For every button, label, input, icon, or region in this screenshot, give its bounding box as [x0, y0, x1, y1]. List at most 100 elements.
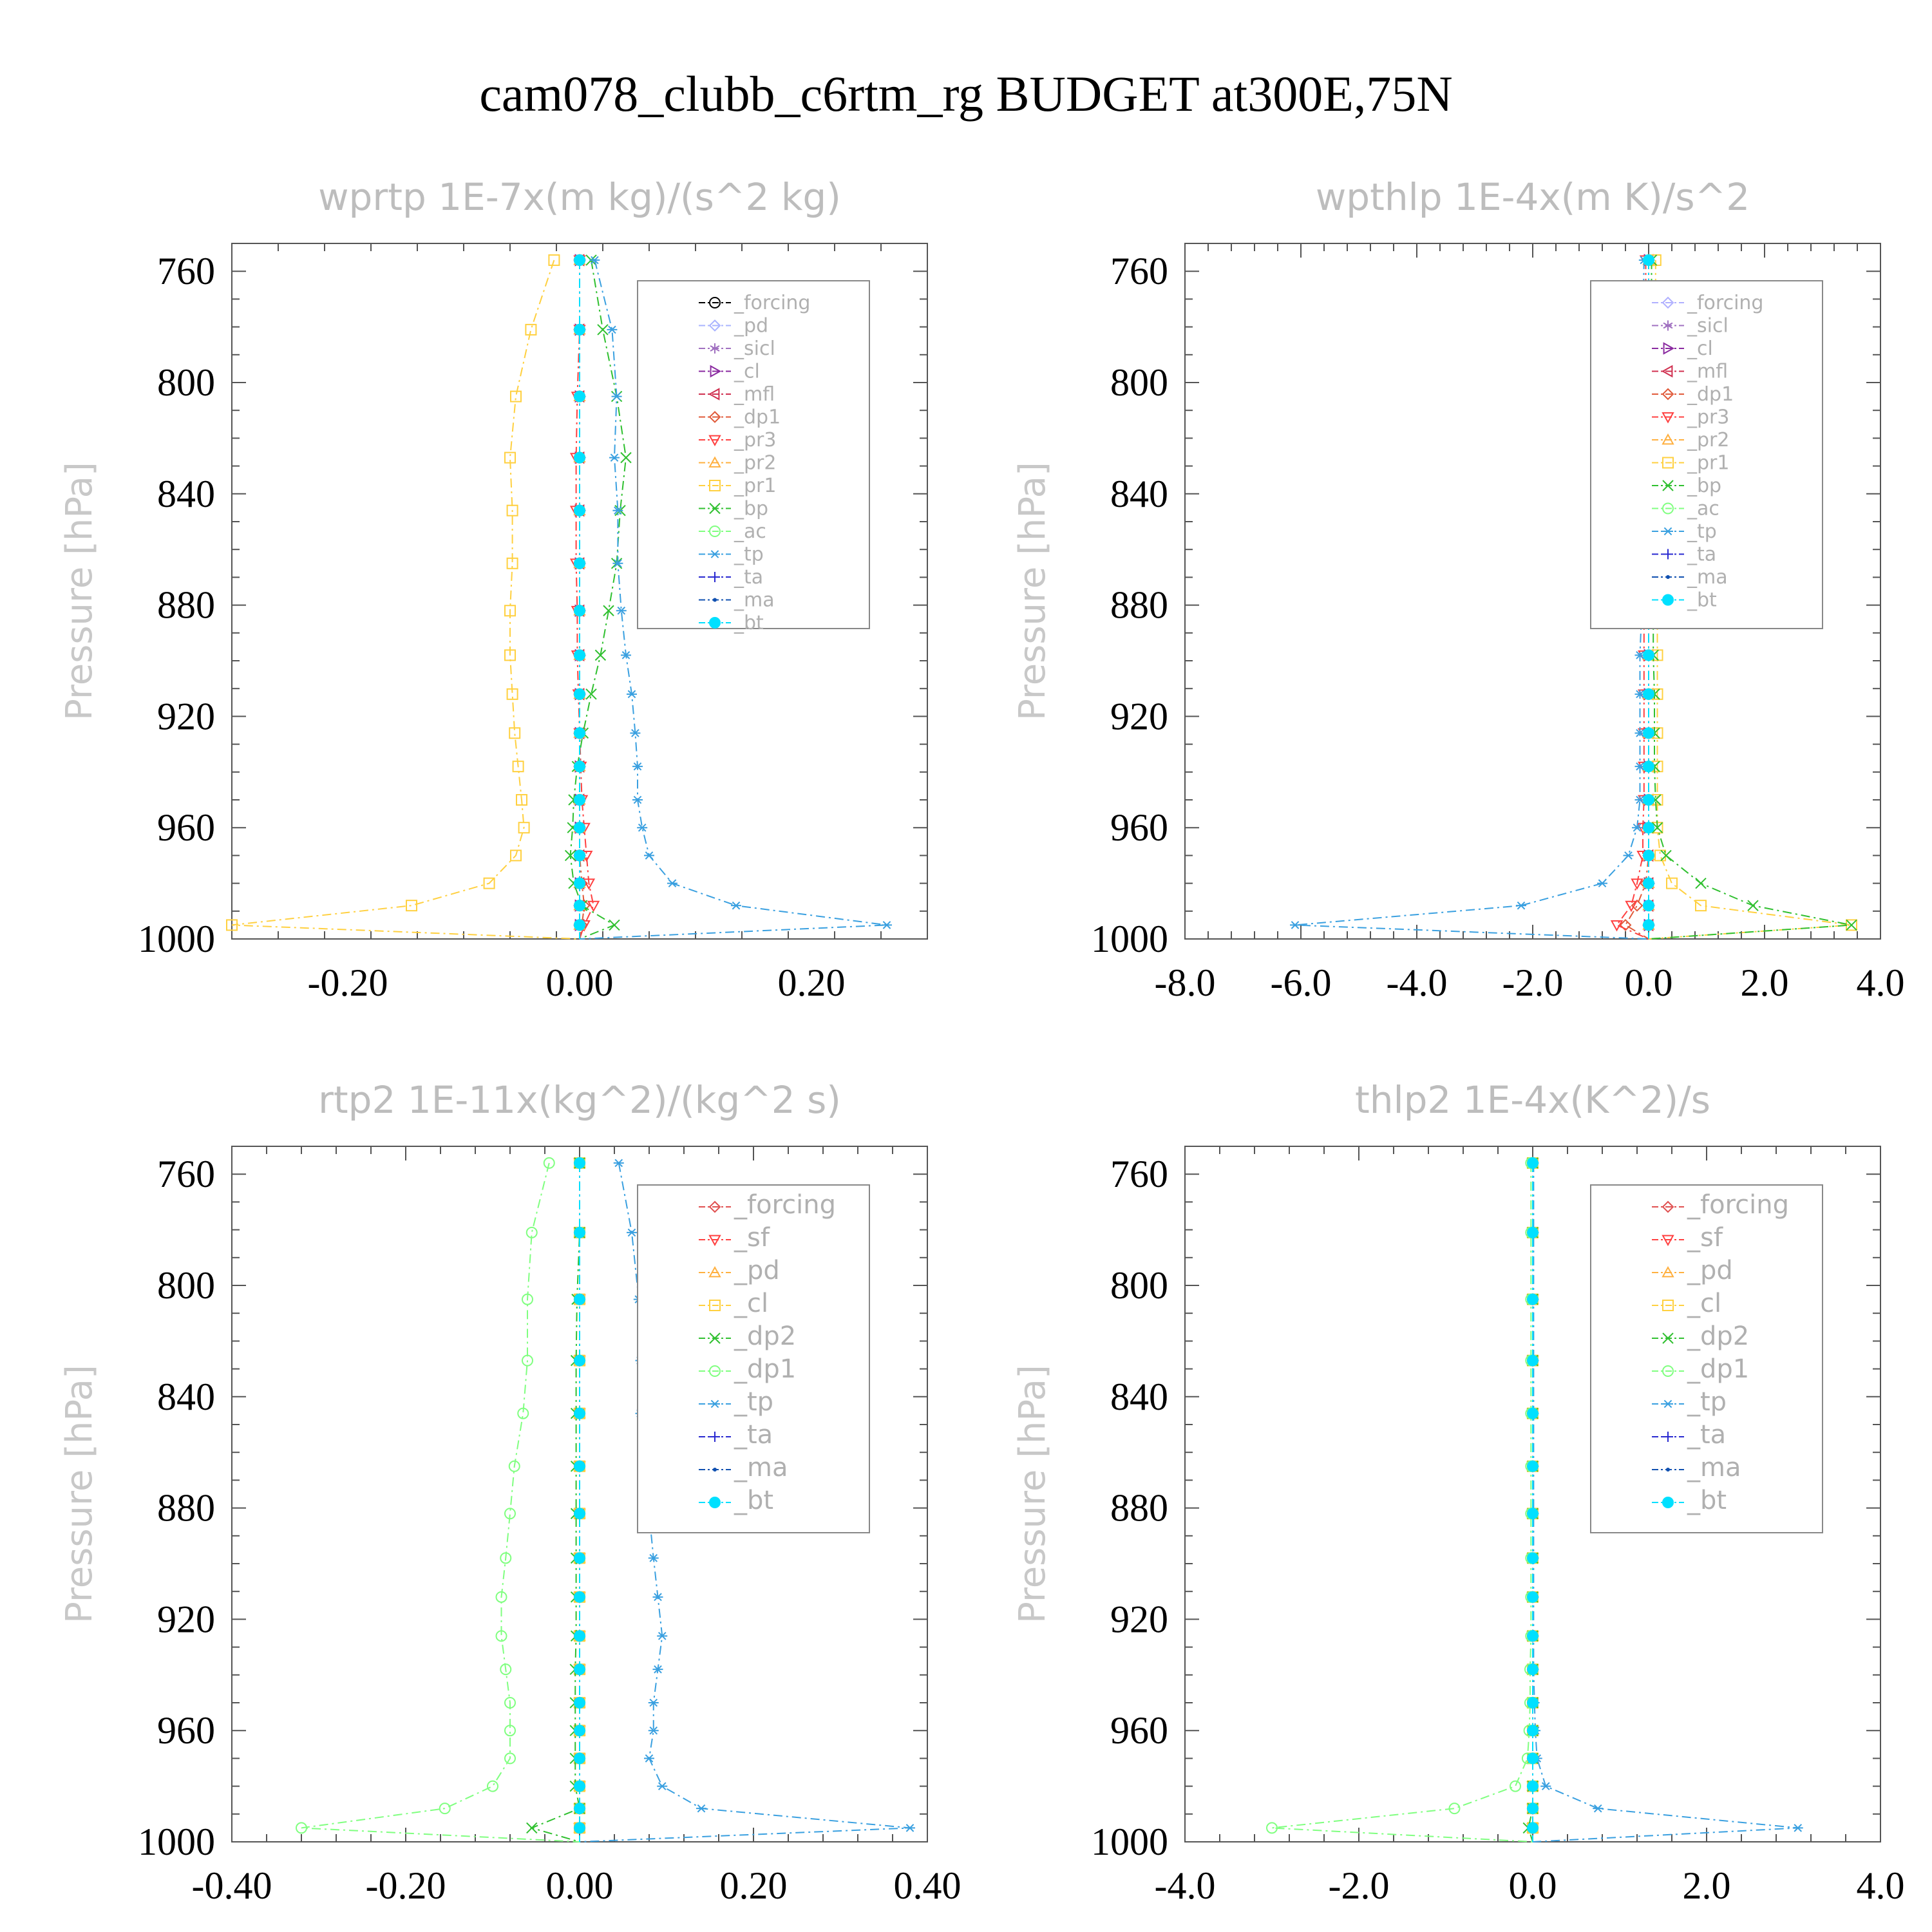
x-tick-label: -4.0 [1387, 961, 1448, 1004]
data-point [506, 504, 518, 516]
series-pr1 [226, 254, 580, 940]
data-point [1266, 1822, 1278, 1834]
legend-label: _pd [734, 1256, 780, 1285]
data-point [510, 390, 522, 402]
legend-marker [1663, 1432, 1673, 1442]
legend-label: _ac [734, 520, 766, 543]
data-point [574, 1591, 585, 1603]
data-point [439, 1803, 451, 1815]
series-tp [579, 256, 892, 940]
legend-marker [709, 1300, 721, 1311]
legend-label: _dp2 [1687, 1321, 1749, 1351]
legend-label: _pr2 [734, 452, 776, 475]
legend-label: _pr3 [1687, 406, 1729, 429]
data-point [648, 1726, 659, 1735]
data-point [574, 1460, 585, 1472]
legend-box [1590, 1184, 1823, 1533]
legend-marker [1662, 388, 1674, 401]
legend-marker [1663, 342, 1675, 355]
legend-label: _ac [1687, 498, 1719, 520]
data-point [509, 727, 521, 739]
x-tick-label: 0.40 [894, 1864, 961, 1907]
y-tick-label: 840 [1110, 1376, 1168, 1418]
data-point [1448, 1803, 1461, 1815]
data-point [597, 324, 609, 336]
series-line [231, 260, 580, 940]
legend-label: _cl [1687, 337, 1713, 360]
data-point [504, 1725, 516, 1737]
legend-marker [710, 1399, 720, 1408]
data-point [1623, 851, 1634, 860]
data-point [1527, 1226, 1539, 1238]
series-line [1532, 1162, 1798, 1842]
y-axis-label: Pressure [hPa] [1012, 462, 1054, 721]
data-point [518, 822, 530, 834]
data-point [1666, 877, 1678, 889]
legend-marker [709, 526, 721, 537]
legend-marker [709, 1365, 721, 1377]
legend-label: _pd [734, 315, 768, 337]
data-point [483, 877, 495, 889]
data-point [574, 1354, 585, 1367]
data-point [574, 1803, 585, 1815]
data-point [574, 557, 585, 569]
data-point [1643, 761, 1654, 773]
legend-marker [709, 1332, 721, 1344]
data-point [644, 1754, 654, 1763]
data-point [574, 761, 585, 773]
data-point [574, 727, 585, 739]
data-point [594, 649, 607, 661]
data-point [526, 1226, 538, 1238]
y-tick-label: 840 [157, 1376, 215, 1418]
data-point [620, 451, 632, 464]
legend-label: _sicl [734, 337, 775, 360]
legend-label: _ta [734, 1420, 773, 1450]
data-point [1643, 919, 1654, 931]
data-point [226, 919, 238, 931]
data-point [504, 1752, 516, 1765]
data-point [504, 451, 516, 464]
y-axis-label: Pressure [hPa] [59, 1365, 100, 1624]
data-point [574, 390, 585, 402]
x-tick-label: -2.0 [1502, 961, 1564, 1004]
data-point [525, 323, 537, 336]
data-point [1593, 1804, 1604, 1813]
legend-box [637, 1184, 870, 1533]
data-point [574, 605, 585, 617]
data-point [574, 900, 585, 912]
legend-marker [1661, 365, 1673, 378]
data-point [574, 1552, 585, 1564]
series-line [579, 260, 585, 940]
legend-label: _sf [1687, 1223, 1723, 1253]
series-line [575, 260, 594, 940]
data-point [1527, 1663, 1539, 1676]
data-point [574, 1822, 585, 1834]
data-point [406, 900, 417, 912]
legend-label: _bt [734, 1486, 773, 1515]
legend: _forcing_pd_sicl_cl_mfl_dp1_pr3_pr2_pr1_… [637, 280, 870, 634]
legend-marker [710, 550, 720, 558]
data-point [1747, 900, 1759, 911]
data-point [1527, 1803, 1539, 1815]
data-point [632, 762, 643, 771]
legend-label: _mfl [734, 383, 775, 406]
y-tick-label: 800 [157, 361, 215, 404]
legend-label: _forcing [734, 292, 810, 314]
data-point [1660, 849, 1672, 862]
legend-label: _forcing [1687, 292, 1763, 314]
legend: _forcing_sf _pd _cl _dp2_dp1_tp_ta _ma _bt [637, 1184, 870, 1533]
y-tick-label: 960 [157, 1709, 215, 1752]
data-point [495, 1591, 507, 1603]
data-point [574, 1697, 585, 1709]
data-point [1527, 1407, 1539, 1419]
data-point [1632, 823, 1642, 832]
data-point [574, 1407, 585, 1419]
legend-label: _ta [734, 566, 763, 589]
data-point [1516, 901, 1526, 910]
data-point [504, 1508, 516, 1520]
data-point [657, 1782, 668, 1790]
legend-marker [708, 456, 721, 468]
data-point [506, 557, 518, 569]
legend-marker [708, 1235, 721, 1247]
legend-label: _bt [1687, 589, 1717, 612]
